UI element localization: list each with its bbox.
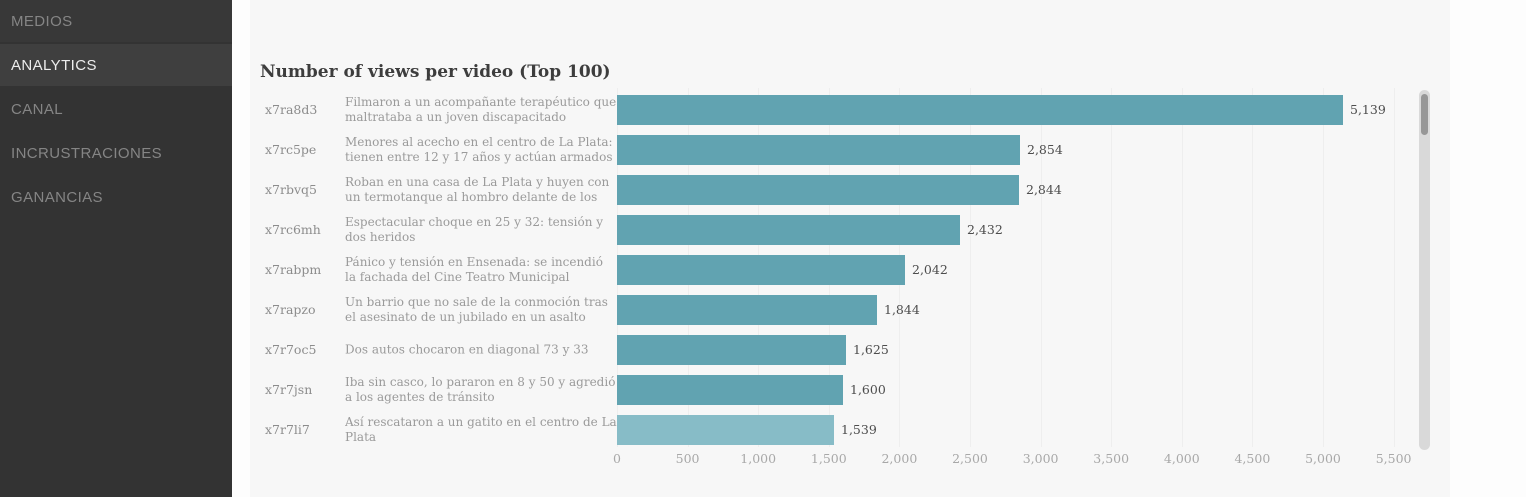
bar[interactable] <box>617 375 843 405</box>
x-tick-label: 3,000 <box>1022 451 1059 466</box>
video-id: x7rabpm <box>265 262 322 277</box>
chart-row: x7rabpm Pánico y tensión en Ensenada: se … <box>250 250 1450 290</box>
bar[interactable] <box>617 135 1020 165</box>
bar[interactable] <box>617 335 846 365</box>
video-title: Espectacular choque en 25 y 32: tensión … <box>345 215 604 244</box>
x-tick-label: 2,000 <box>881 451 918 466</box>
bar-value-label: 2,432 <box>967 222 1003 237</box>
video-title: Roban en una casa de La Plata y huyen co… <box>345 175 610 204</box>
sidebar-item-analytics[interactable]: ANALYTICS <box>0 44 232 86</box>
chart-row: x7rc5pe Menores al acecho en el centro de… <box>250 130 1450 170</box>
video-id: x7r7li7 <box>265 422 310 437</box>
sidebar-item-label: ANALYTICS <box>11 56 97 74</box>
x-tick-label: 3,500 <box>1093 451 1130 466</box>
chart-row: x7ra8d3 Filmaron a un acompañante terapéu… <box>250 90 1450 130</box>
bar-value-label: 1,844 <box>884 302 920 317</box>
sidebar-item-incrustraciones[interactable]: INCRUSTRACIONES <box>0 132 232 174</box>
gridline <box>1111 88 1113 447</box>
analytics-panel: Number of views per video (Top 100) x7ra… <box>250 0 1450 497</box>
video-title: Menores al acecho en el centro de La Pla… <box>345 135 613 164</box>
sidebar-item-label: INCRUSTRACIONES <box>11 144 163 162</box>
x-tick-label: 500 <box>675 451 700 466</box>
gridline <box>1040 88 1042 447</box>
x-tick-label: 0 <box>613 451 621 466</box>
gridline <box>1181 88 1183 447</box>
bar[interactable] <box>617 95 1343 125</box>
x-tick-label: 1,000 <box>740 451 777 466</box>
chart-row: x7rbvq5 Roban en una casa de La Plata y h… <box>250 170 1450 210</box>
x-tick-label: 4,000 <box>1163 451 1200 466</box>
chart-row: x7rapzo Un barrio que no sale de la conmo… <box>250 290 1450 330</box>
x-tick-label: 2,500 <box>952 451 988 466</box>
video-title: Filmaron a un acompañante terapéutico qu… <box>345 95 617 124</box>
chart-row: x7rc6mh Espectacular choque en 25 y 32: t… <box>250 210 1450 250</box>
sidebar-item-medios[interactable]: MEDIOS <box>0 0 232 42</box>
video-id: x7rc6mh <box>265 222 321 237</box>
video-title: Pánico y tensión en Ensenada: se incendi… <box>345 255 603 284</box>
sidebar-nav: MEDIOS ANALYTICS CANAL INCRUSTRACIONES GANAN… <box>0 0 232 218</box>
sidebar-item-label: MEDIOS <box>11 12 73 30</box>
sidebar-item-ganancias[interactable]: GANANCIAS <box>0 176 232 218</box>
bar-value-label: 2,844 <box>1026 182 1062 197</box>
sidebar-item-canal[interactable]: CANAL <box>0 88 232 130</box>
bar[interactable] <box>617 415 834 445</box>
bar[interactable] <box>617 215 960 245</box>
gridline <box>970 88 971 447</box>
chart-row: x7r7oc5 Dos autos chocaron en diagonal 73… <box>250 330 1450 370</box>
x-tick-label: 5,000 <box>1305 451 1341 466</box>
video-id: x7rapzo <box>265 302 316 317</box>
x-axis: 0 500 1,000 1,500 2,000 2,500 3,000 3,500 4,000 4… <box>250 451 1450 471</box>
bar-value-label: 2,854 <box>1027 142 1063 157</box>
gridline <box>1323 88 1324 447</box>
sidebar: MEDIOS ANALYTICS CANAL INCRUSTRACIONES GANAN… <box>0 0 232 497</box>
scrollbar-thumb[interactable] <box>1421 94 1428 135</box>
bar-value-label: 1,625 <box>853 342 889 357</box>
x-tick-label: 4,500 <box>1234 451 1271 466</box>
gridline <box>1252 88 1254 447</box>
bar-value-label: 1,539 <box>841 422 877 437</box>
chart-vertical-scrollbar[interactable] <box>1419 90 1430 450</box>
x-tick-label: 5,500 <box>1375 451 1412 466</box>
video-title: Así rescataron a un gatito en el centro … <box>345 415 617 444</box>
x-tick-label: 1,500 <box>810 451 847 466</box>
sidebar-item-label: GANANCIAS <box>11 188 103 206</box>
bar-value-label: 5,139 <box>1350 102 1386 117</box>
sidebar-item-label: CANAL <box>11 100 64 118</box>
video-id: x7rc5pe <box>265 142 317 157</box>
video-id: x7r7oc5 <box>265 342 317 357</box>
bar-value-label: 2,042 <box>912 262 948 277</box>
bar-value-label: 1,600 <box>850 382 886 397</box>
chart-row: x7r7jsn Iba sin casco, lo pararon en 8 y … <box>250 370 1450 410</box>
bar[interactable] <box>617 175 1019 205</box>
video-title: Dos autos chocaron en diagonal 73 y 33 <box>345 342 589 357</box>
chart-row: x7r7li7 Así rescataron a un gatito en el … <box>250 410 1450 450</box>
bar[interactable] <box>617 255 905 285</box>
chart-title: Number of views per video (Top 100) <box>260 62 611 82</box>
video-id: x7r7jsn <box>265 382 313 397</box>
video-title: Un barrio que no sale de la conmoción tr… <box>345 295 608 324</box>
bar[interactable] <box>617 295 877 325</box>
video-title: Iba sin casco, lo pararon en 8 y 50 y ag… <box>345 375 616 404</box>
video-id: x7ra8d3 <box>265 102 318 117</box>
gridline <box>1393 88 1395 447</box>
video-id: x7rbvq5 <box>265 182 317 197</box>
